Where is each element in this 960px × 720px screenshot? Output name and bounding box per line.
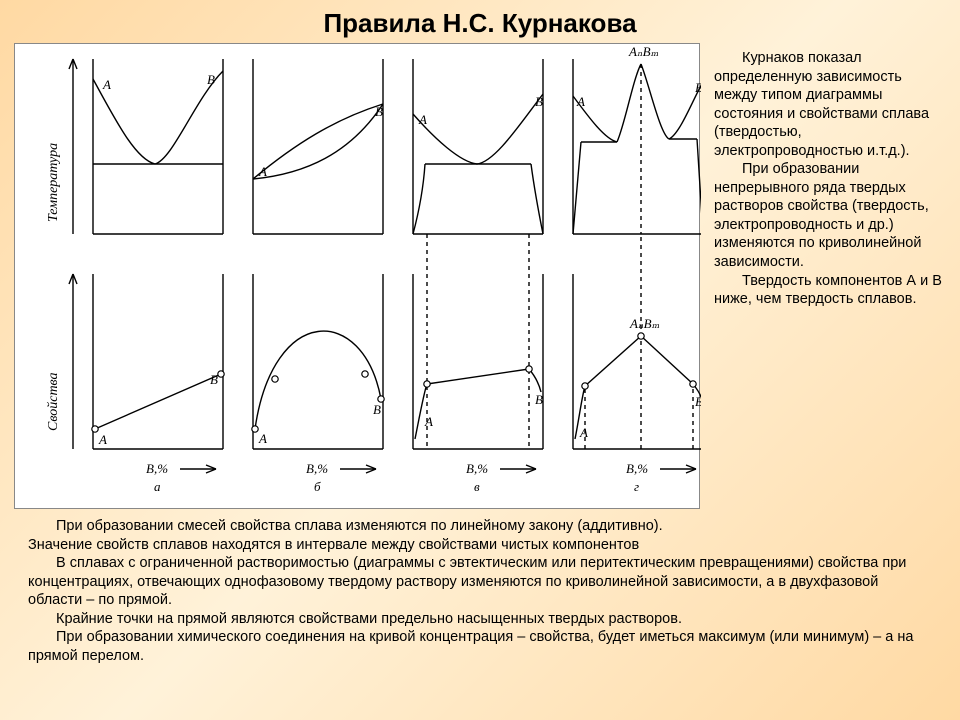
svg-text:г: г (634, 479, 639, 494)
bottom-paragraph: В сплавах с ограниченной растворимостью … (28, 554, 936, 610)
svg-text:A: A (579, 425, 588, 440)
svg-text:AₙBₘ: AₙBₘ (629, 316, 660, 331)
svg-text:AₙBₘ: AₙBₘ (628, 44, 659, 59)
svg-text:в: в (474, 479, 480, 494)
bottom-paragraph: При образовании смесей свойства сплава и… (28, 517, 936, 536)
svg-text:Температура: Температура (46, 143, 61, 222)
svg-text:B,%: B,% (306, 461, 328, 476)
bottom-paragraph: Крайние точки на прямой являются свойств… (28, 610, 936, 629)
svg-text:B,%: B,% (466, 461, 488, 476)
svg-text:A: A (258, 431, 267, 446)
svg-text:A: A (418, 112, 427, 127)
page-title: Правила Н.С. Курнакова (0, 0, 960, 43)
svg-text:B: B (210, 372, 218, 387)
svg-text:A: A (102, 77, 111, 92)
svg-text:A: A (258, 164, 267, 179)
svg-text:B: B (535, 94, 543, 109)
svg-text:A: A (98, 432, 107, 447)
svg-text:B,%: B,% (146, 461, 168, 476)
bottom-text: При образовании смесей свойства сплава и… (0, 509, 960, 665)
slide-content: Правила Н.С. Курнакова Температура Свойст… (0, 0, 960, 720)
side-text: Курнаков показал определенную зависимост… (700, 43, 948, 509)
svg-text:B,%: B,% (626, 461, 648, 476)
svg-text:а: а (154, 479, 161, 494)
svg-text:B: B (373, 402, 381, 417)
svg-text:B: B (535, 392, 543, 407)
side-paragraph: При образовании непрерывного ряда тверды… (714, 160, 942, 271)
bottom-paragraph: Значение свойств сплавов находятся в инт… (28, 536, 936, 555)
main-row: Температура Свойства B,% а B,% б B,% в B,% г A B A B A… (0, 43, 960, 509)
svg-text:Свойства: Свойства (46, 372, 61, 431)
svg-text:B: B (375, 104, 383, 119)
svg-text:б: б (314, 479, 321, 494)
side-paragraph: Твердость компонентов А и В ниже, чем тв… (714, 272, 942, 309)
svg-text:A: A (424, 414, 433, 429)
bottom-paragraph: При образовании химического соединения н… (28, 628, 936, 665)
svg-text:A: A (576, 94, 585, 109)
kurnakov-figure: Температура Свойства B,% а B,% б B,% в B,% г A B A B A… (14, 43, 700, 509)
svg-text:B: B (207, 72, 215, 87)
side-paragraph: Курнаков показал определенную зависимост… (714, 49, 942, 160)
